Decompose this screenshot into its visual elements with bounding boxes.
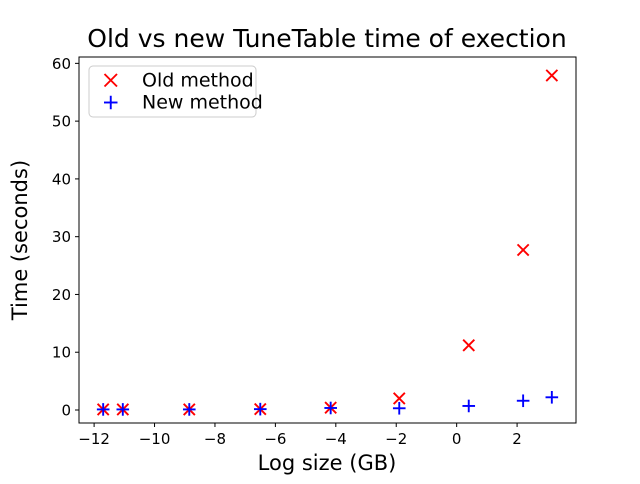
old-method-point bbox=[516, 243, 530, 257]
y-axis-label: Time (seconds) bbox=[8, 160, 32, 321]
new-method-point bbox=[96, 403, 110, 416]
new-method-point bbox=[182, 403, 196, 416]
y-tick-label: 40 bbox=[52, 170, 71, 188]
x-tick-label: −2 bbox=[385, 430, 407, 448]
new-method-point bbox=[324, 401, 337, 415]
x-tick-label: −6 bbox=[264, 430, 286, 448]
old-method-point bbox=[462, 339, 476, 352]
x-tick-label: −10 bbox=[139, 430, 171, 448]
new-method-point bbox=[462, 399, 476, 413]
legend-label-new-method: New method bbox=[142, 92, 263, 114]
x-tick-label: 2 bbox=[512, 430, 522, 448]
x-tick-label: 0 bbox=[452, 430, 462, 448]
y-tick-label: 60 bbox=[52, 55, 71, 73]
x-tick-label: −8 bbox=[204, 430, 226, 448]
new-method-point bbox=[116, 403, 130, 416]
old-method-point bbox=[392, 392, 406, 405]
y-tick-label: 0 bbox=[61, 402, 71, 420]
y-tick-label: 50 bbox=[52, 113, 71, 131]
legend-label-old-method: Old method bbox=[142, 70, 254, 92]
new-method-point bbox=[545, 390, 559, 404]
new-method-point bbox=[392, 401, 406, 415]
y-tick-label: 20 bbox=[52, 286, 71, 304]
x-axis-label: Log size (GB) bbox=[258, 451, 397, 475]
new-method-point bbox=[253, 402, 267, 416]
x-tick-label: −12 bbox=[78, 430, 110, 448]
plot-area bbox=[78, 56, 577, 424]
chart-title: Old vs new TuneTable time of exection bbox=[87, 24, 566, 53]
x-tick-label: −4 bbox=[325, 430, 347, 448]
y-tick-label: 30 bbox=[52, 228, 71, 246]
new-method-point bbox=[516, 394, 530, 408]
legend: Old method New method bbox=[88, 65, 263, 118]
old-method-point bbox=[545, 69, 559, 82]
y-tick-label: 10 bbox=[52, 344, 71, 362]
new-method-marker-icon bbox=[104, 95, 118, 110]
legend-frame bbox=[88, 65, 257, 118]
old-method-marker-icon bbox=[103, 73, 118, 88]
